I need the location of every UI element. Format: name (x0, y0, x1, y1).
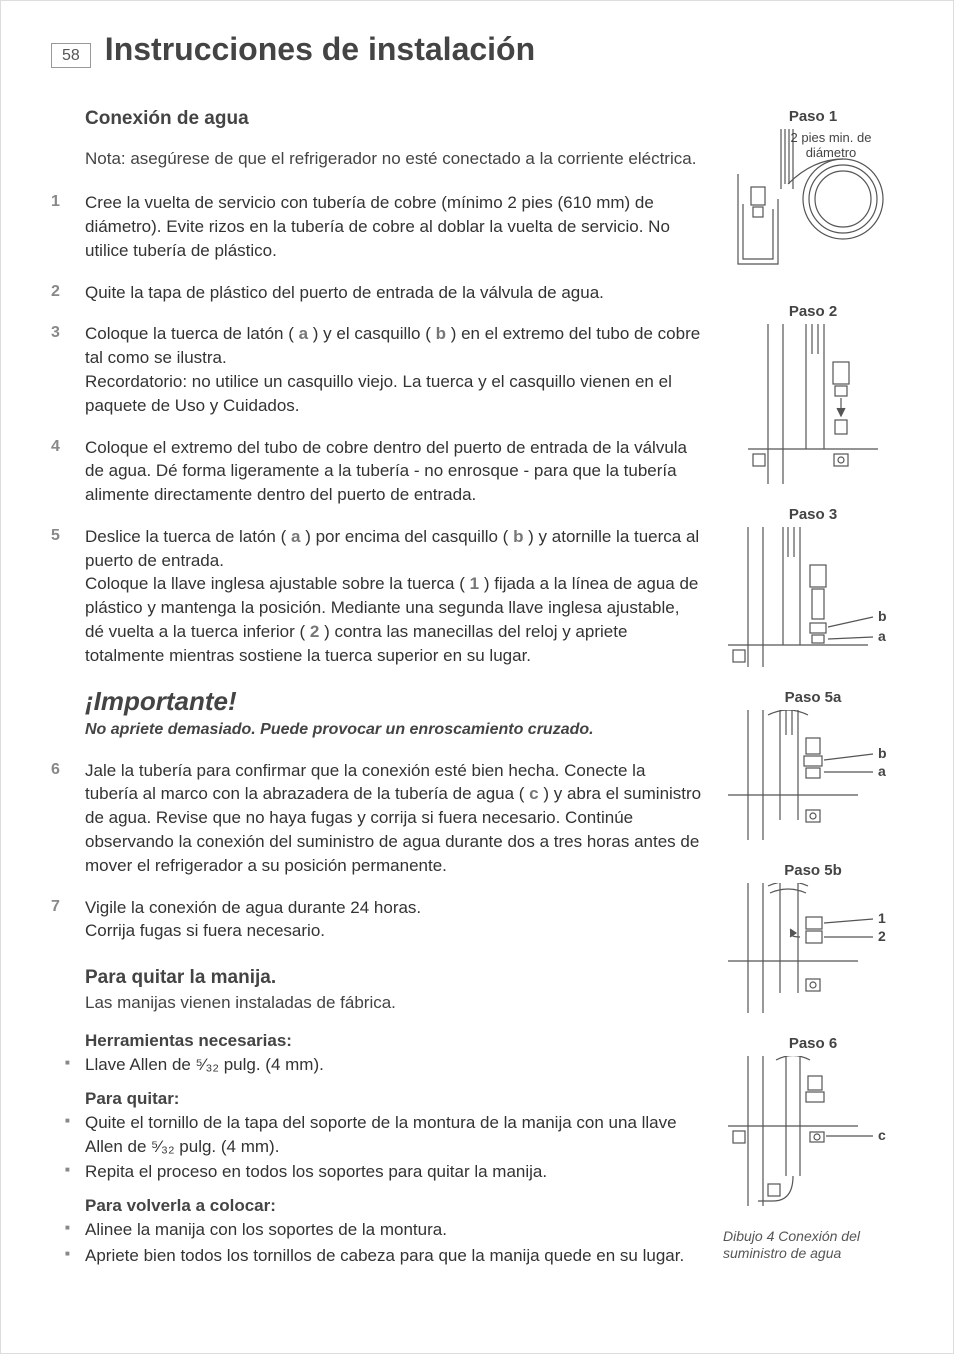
figure-label: Paso 1 (723, 108, 903, 125)
page-title: Instrucciones de instalación (105, 31, 535, 68)
label-a: a (878, 763, 886, 779)
figure-paso-2: Paso 2 (723, 303, 903, 484)
step-text: Coloque la tuerca de latón ( a ) y el ca… (85, 324, 700, 414)
list-text: Quite el tornillo de la tapa del soporte… (85, 1113, 677, 1156)
step-text: Cree la vuelta de servicio con tubería d… (85, 193, 670, 260)
handle-section-sub: Las manijas vienen instaladas de fábrica… (85, 991, 703, 1015)
figure-svg (748, 324, 878, 484)
header: 58 Instrucciones de instalación (51, 31, 903, 68)
figure-label: Paso 6 (723, 1035, 903, 1052)
handle-section-title: Para quitar la manija. (85, 967, 703, 989)
label-b: b (878, 745, 887, 761)
step-text: Jale la tubería para confirmar que la co… (85, 761, 701, 875)
list-text: Apriete bien todos los tornillos de cabe… (85, 1246, 684, 1265)
step-item: Coloque la tuerca de latón ( a ) y el ca… (51, 322, 703, 417)
figure-paso-5b: Paso 5b (723, 862, 903, 1013)
step-text: Coloque el extremo del tubo de cobre den… (85, 438, 687, 505)
step-item: Cree la vuelta de servicio con tubería d… (51, 191, 703, 262)
figure-label: Paso 2 (723, 303, 903, 320)
left-column: Conexión de agua Nota: asegúrese de que … (51, 108, 703, 1280)
list-text: Llave Allen de ⁵⁄₃₂ pulg. (4 mm). (85, 1055, 324, 1074)
figure-note-text: 2 pies min. de diámetro (781, 131, 881, 161)
steps-list-cont: Jale la tubería para confirmar que la co… (51, 759, 703, 944)
intro-note: Nota: asegúrese de que el refrigerador n… (85, 148, 703, 171)
label-1: 1 (878, 910, 886, 926)
list-item: Quite el tornillo de la tapa del soporte… (51, 1111, 703, 1159)
figure-paso-6: Paso 6 (723, 1035, 903, 1206)
figure-caption: Dibujo 4 Conexión del suministro de agua (723, 1228, 903, 1262)
figure-label: Paso 3 (723, 506, 903, 523)
figure-paso-3: Paso 3 (723, 506, 903, 667)
list-item: Repita el proceso en todos los soportes … (51, 1160, 703, 1184)
step-item: Coloque el extremo del tubo de cobre den… (51, 436, 703, 507)
step-text: Vigile la conexión de agua durante 24 ho… (85, 898, 421, 941)
figure-paso-5a: Paso 5a (723, 689, 903, 840)
remove-heading: Para quitar: (85, 1089, 703, 1109)
tools-list: Llave Allen de ⁵⁄₃₂ pulg. (4 mm). (51, 1053, 703, 1077)
figure-svg: c (728, 1056, 898, 1206)
list-text: Alinee la manija con los soportes de la … (85, 1220, 447, 1239)
label-c: c (878, 1127, 886, 1143)
list-item: Llave Allen de ⁵⁄₃₂ pulg. (4 mm). (51, 1053, 703, 1077)
replace-list: Alinee la manija con los soportes de la … (51, 1218, 703, 1268)
figure-svg: b a (728, 527, 898, 667)
step-item: Vigile la conexión de agua durante 24 ho… (51, 896, 703, 944)
list-text: Repita el proceso en todos los soportes … (85, 1162, 547, 1181)
label-b: b (878, 608, 887, 624)
label-2: 2 (878, 928, 886, 944)
figure-label: Paso 5b (723, 862, 903, 879)
step-text: Quite la tapa de plástico del puerto de … (85, 283, 604, 302)
replace-heading: Para volverla a colocar: (85, 1196, 703, 1216)
label-a: a (878, 628, 886, 644)
list-item: Apriete bien todos los tornillos de cabe… (51, 1244, 703, 1268)
step-item: Deslice la tuerca de latón ( a ) por enc… (51, 525, 703, 668)
remove-list: Quite el tornillo de la tapa del soporte… (51, 1111, 703, 1184)
figure-paso-1: Paso 1 (723, 108, 903, 299)
list-item: Alinee la manija con los soportes de la … (51, 1218, 703, 1242)
steps-list: Cree la vuelta de servicio con tubería d… (51, 191, 703, 668)
step-text: Deslice la tuerca de latón ( a ) por enc… (85, 527, 699, 665)
figure-svg: b a (728, 710, 898, 840)
page-number: 58 (51, 43, 91, 68)
section-title: Conexión de agua (85, 108, 703, 130)
important-subtext: No apriete demasiado. Puede provocar un … (85, 721, 703, 739)
right-column: Paso 1 (723, 108, 903, 1280)
step-item: Quite la tapa de plástico del puerto de … (51, 281, 703, 305)
content-columns: Conexión de agua Nota: asegúrese de que … (51, 108, 903, 1280)
figure-label: Paso 5a (723, 689, 903, 706)
tools-heading: Herramientas necesarias: (85, 1031, 703, 1051)
step-item: Jale la tubería para confirmar que la co… (51, 759, 703, 878)
important-heading: ¡Importante! (85, 686, 703, 717)
page: 58 Instrucciones de instalación Conexión… (0, 0, 954, 1354)
figure-svg: 1 2 (728, 883, 898, 1013)
